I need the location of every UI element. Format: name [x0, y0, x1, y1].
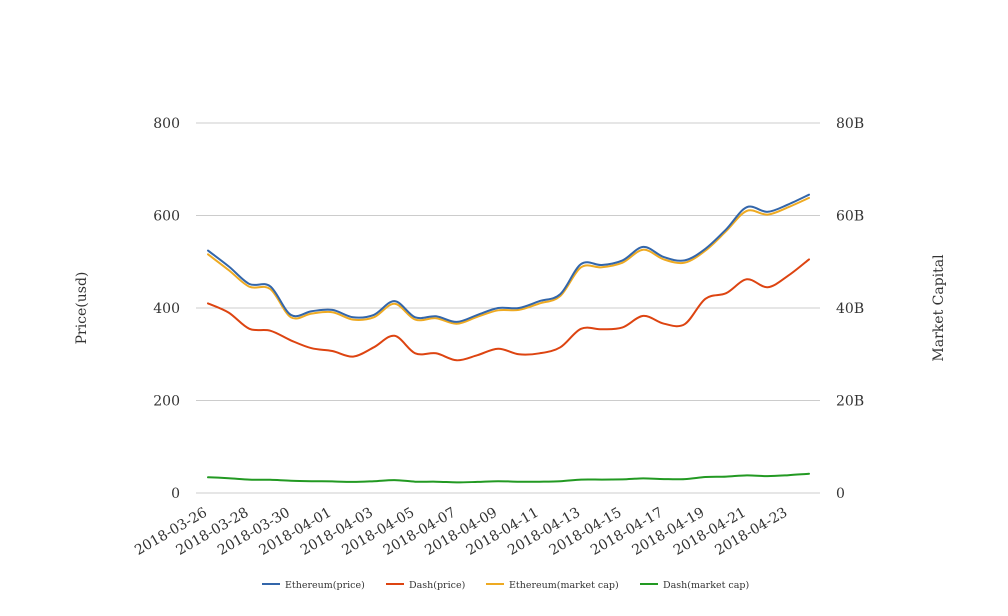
- legend-item-ethereum-market-cap[interactable]: Ethereum(market cap): [486, 580, 619, 591]
- legend: Ethereum(price) Dash(price) Ethereum(marke…: [262, 580, 749, 591]
- y-left-tick-label: 0: [171, 486, 180, 502]
- y-left-tick-label: 600: [153, 209, 180, 225]
- y-left-tick-label: 400: [153, 301, 180, 317]
- y-right-tick-label: 0: [836, 486, 845, 502]
- y-axis-right-title: Market Capital: [931, 254, 947, 362]
- legend-item-dash-price[interactable]: Dash(price): [386, 580, 465, 591]
- y-left-tick-label: 200: [153, 394, 180, 410]
- series-line-dash-price: [207, 258, 810, 362]
- y-right-tick-label: 40B: [836, 301, 864, 317]
- y-axis-left-title: Price(usd): [74, 272, 90, 345]
- series-line-ethereum-price: [207, 193, 810, 323]
- series-line-ethereum-market-cap: [207, 196, 810, 325]
- y-left-tick-label: 800: [153, 116, 180, 132]
- y-right-tick-label: 80B: [836, 116, 864, 132]
- y-right-tick-label: 20B: [836, 394, 864, 410]
- legend-item-ethereum-price[interactable]: Ethereum(price): [262, 580, 365, 591]
- series-lines: [207, 193, 810, 484]
- legend-label: Ethereum(price): [285, 580, 365, 591]
- legend-label: Ethereum(market cap): [509, 580, 619, 591]
- legend-label: Dash(price): [409, 580, 465, 591]
- y-right-tick-label: 60B: [836, 209, 864, 225]
- legend-item-dash-market-cap[interactable]: Dash(market cap): [640, 580, 749, 591]
- legend-label: Dash(market cap): [663, 580, 749, 591]
- y-axis-left-ticks: 0 200 400 600 800: [153, 116, 180, 502]
- y-axis-right-ticks: 0 20B 40B 60B 80B: [836, 116, 864, 502]
- x-axis-ticks: 2018-03-262018-03-282018-03-302018-04-01…: [132, 505, 790, 559]
- series-line-dash-market-cap: [207, 472, 810, 484]
